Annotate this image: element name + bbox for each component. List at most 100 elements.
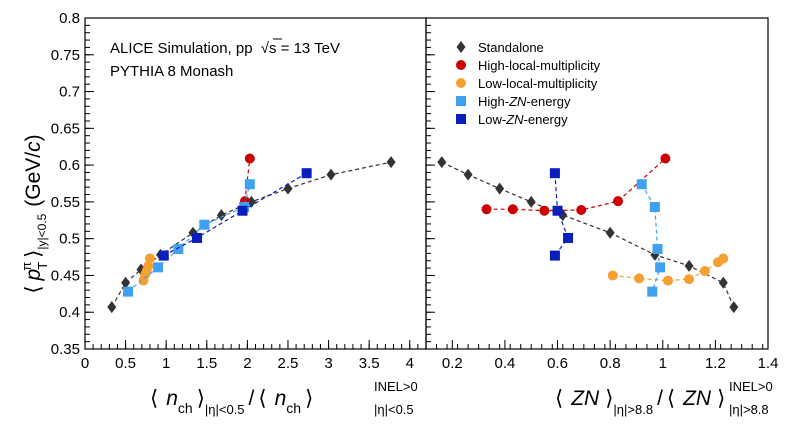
annotation-line1: ALICE Simulation, pp √s = 13 TeV (110, 40, 340, 57)
legend-label: Standalone (478, 40, 544, 55)
point-high-local-multiplicity (539, 205, 550, 216)
y-axis-label: ⟨ pπT ⟩|y|<0.5 (GeV/c) (19, 134, 50, 293)
legend-label: Low-local-multiplicity (478, 76, 598, 91)
series-low-local-multiplicity-right (607, 253, 729, 286)
point-high-local-multiplicity (613, 196, 624, 207)
ylabel-open: ⟨ (22, 285, 45, 293)
x-axis-label-left: ⟨ nch ⟩|η|<0.5/⟨ nch ⟩ (150, 387, 313, 417)
ylabel-unit-open: (GeV/ (22, 152, 45, 207)
point-low-zn-energy (301, 168, 312, 179)
right-series-group (437, 153, 739, 314)
point-low-local-multiplicity (144, 253, 155, 264)
point-low-local-multiplicity (718, 253, 729, 264)
x-tick-label-left: 1 (162, 355, 170, 372)
point-low-local-multiplicity (699, 266, 710, 277)
ylabel-unit-c: c (22, 141, 45, 152)
svg-text:⟨pπT⟩|y|<0.5(GeV/c): ⟨ pπT ⟩|y|<0.5 (GeV/c) (19, 134, 50, 293)
point-high-zn-energy (173, 243, 184, 254)
point-high-zn-energy (655, 262, 666, 273)
x-tick-label-left: 2 (243, 355, 251, 372)
point-high-zn-energy (636, 179, 647, 190)
x-tick-label-right: 0.4 (494, 355, 515, 372)
point-standalone (121, 276, 131, 289)
legend-item: Standalone (456, 40, 544, 55)
x-tick-label-right: 0.8 (600, 355, 621, 372)
legend-label: High-ZN-energy (478, 94, 571, 109)
ylabel-close: ⟩ (22, 250, 45, 258)
x-axis-label-right: ⟨ ZN ⟩|η|>8.8/⟨ ZN ⟩ (555, 387, 725, 417)
point-high-local-multiplicity (244, 153, 255, 164)
x-tick-label-left: 3.5 (359, 355, 380, 372)
ylabel-range: |y|<0.5 (35, 213, 49, 249)
point-high-zn-energy (647, 286, 658, 297)
point-low-local-multiplicity (684, 274, 695, 285)
y-tick-label: 0.55 (51, 194, 80, 211)
legend-label: High-local-multiplicity (478, 58, 601, 73)
point-high-local-multiplicity (481, 204, 492, 215)
legend-item: High-ZN-energy (456, 94, 571, 109)
point-low-zn-energy (237, 205, 248, 216)
legend-item: Low-local-multiplicity (456, 76, 598, 91)
point-standalone (718, 276, 728, 289)
right-plot-frame (425, 17, 769, 350)
y-tick-label: 0.45 (51, 267, 80, 284)
legend-item: Low-ZN-energy (456, 112, 568, 127)
left-series-group (107, 153, 396, 314)
point-standalone (216, 209, 226, 222)
point-standalone (526, 195, 536, 208)
y-tick-label: 0.75 (51, 47, 80, 64)
series-line-low-zn-energy (554, 173, 569, 256)
series-line-low-zn-energy (163, 172, 307, 257)
ylabel-unit-close: ) (22, 134, 45, 141)
y-tick-label: 0.35 (51, 341, 80, 358)
x-tick-label-left: 0.5 (115, 355, 136, 372)
legend-marker (456, 60, 466, 70)
legend-marker (456, 78, 466, 88)
y-tick-label: 0.8 (59, 10, 80, 27)
point-low-zn-energy (552, 205, 563, 216)
series-low-zn-energy-right (549, 168, 574, 261)
point-high-zn-energy (123, 286, 134, 297)
x-tick-label-left: 1.5 (196, 355, 217, 372)
point-low-local-multiplicity (634, 273, 645, 284)
x-tick-label-right: 0.2 (442, 355, 463, 372)
point-standalone (729, 301, 739, 314)
series-high-zn-energy-right (636, 179, 666, 297)
point-low-zn-energy (549, 250, 560, 261)
x-tick-label-right: 0.6 (547, 355, 568, 372)
point-standalone (684, 259, 694, 272)
x-tick-label-right: 1 (659, 355, 667, 372)
legend: Standalone High-local-multiplicity Low-loc… (456, 40, 601, 127)
x-axis-label-right-sup: INEL>0 (729, 379, 773, 394)
series-low-zn-energy-left (158, 168, 312, 261)
point-low-zn-energy (192, 232, 203, 243)
y-tick-label: 0.5 (59, 231, 80, 248)
point-high-local-multiplicity (576, 204, 587, 215)
ylabel-p: p (22, 269, 45, 282)
point-low-zn-energy (549, 168, 560, 179)
series-line-high-zn-energy (641, 183, 661, 292)
point-high-local-multiplicity (507, 204, 518, 215)
point-low-local-multiplicity (607, 270, 618, 281)
x-tick-label-left: 2.5 (278, 355, 299, 372)
point-high-local-multiplicity (660, 153, 671, 164)
point-standalone (437, 156, 447, 169)
x-axis-label-left-range2: |η|<0.5 (374, 402, 414, 417)
point-high-zn-energy (649, 202, 660, 213)
point-standalone (326, 168, 336, 181)
point-high-zn-energy (244, 179, 255, 190)
y-tick-label: 0.4 (59, 304, 80, 321)
x-tick-label-left: 3 (324, 355, 332, 372)
y-tick-label: 0.65 (51, 120, 80, 137)
y-tick-label: 0.6 (59, 157, 80, 174)
x-tick-label-right: 1.2 (705, 355, 726, 372)
legend-marker (456, 41, 466, 53)
right-axis-ticks: 0.2 0.4 0.6 0.8 1 1.2 1.4 (425, 17, 779, 372)
ylabel-sub: T (35, 262, 50, 270)
point-standalone (386, 156, 396, 169)
x-axis-label-right-range2: |η|>8.8 (729, 402, 769, 417)
x-tick-label-right: 1.4 (758, 355, 779, 372)
left-axis-ticks: 0 0.5 1 1.5 2 2.5 3 3.5 4 0.35 0.4 0.45 0.5 0.55 0.6 0.… (51, 10, 427, 372)
point-high-zn-energy (199, 219, 210, 230)
